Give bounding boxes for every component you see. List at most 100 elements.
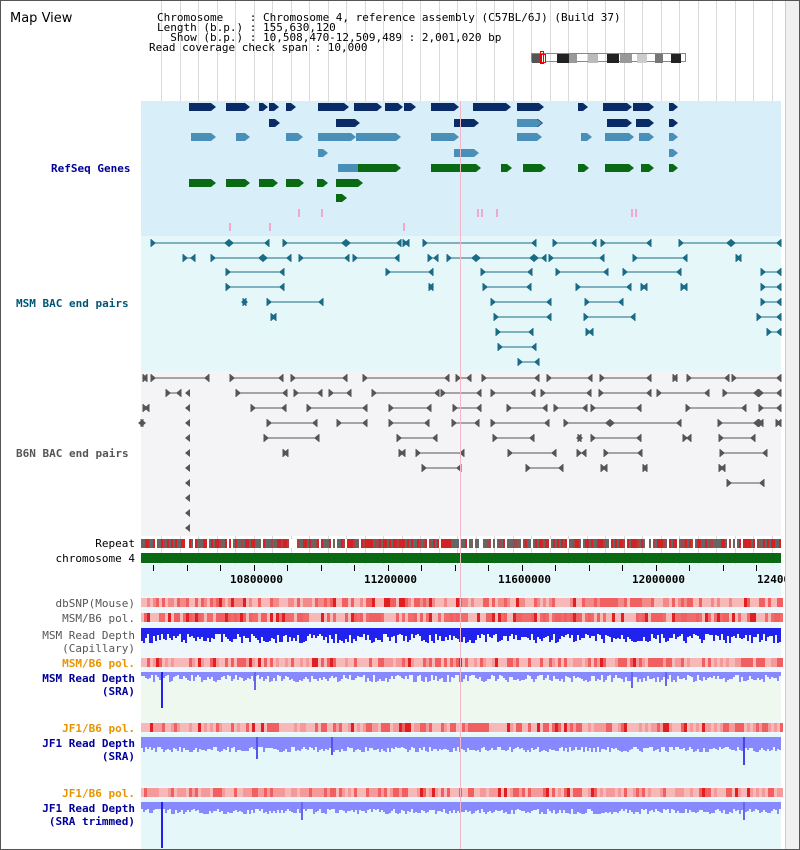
polymorphism-cell [258, 613, 261, 622]
polymorphism-cell [756, 598, 759, 607]
read-depth-bar [255, 628, 257, 638]
polymorphism-cell [450, 613, 453, 622]
repeat-element [363, 539, 365, 548]
repeat-element [633, 539, 635, 548]
read-depth-bar [753, 628, 755, 637]
axis-background [141, 564, 781, 596]
polymorphism-cell [696, 598, 699, 607]
read-depth-bar [443, 672, 445, 682]
bac-end-marker [636, 434, 641, 442]
polymorphism-cell [489, 658, 492, 667]
polymorphism-cell [183, 613, 186, 622]
polymorphism-cell [387, 613, 390, 622]
polymorphism-cell [696, 613, 699, 622]
read-depth-bar [715, 672, 717, 679]
vertical-scrollbar[interactable] [785, 1, 799, 849]
read-depth-bar [445, 802, 447, 813]
repeat-element [339, 539, 341, 548]
read-depth-bar [181, 672, 183, 679]
read-depth-bar [469, 737, 471, 750]
read-depth-bar [575, 737, 577, 747]
read-depth-bar [653, 628, 655, 638]
read-depth-bar [731, 672, 733, 679]
polymorphism-cell [222, 598, 225, 607]
polymorphism-cell [501, 723, 504, 732]
read-depth-bar [681, 672, 683, 679]
polymorphism-cell [684, 598, 687, 607]
polymorphism-cell [585, 658, 588, 667]
read-depth-bar [223, 802, 225, 814]
polymorphism-cell [471, 788, 474, 797]
repeat-element [625, 539, 627, 548]
read-depth-bar [201, 628, 203, 637]
read-depth-bar [573, 802, 575, 814]
read-depth-bar [597, 737, 599, 747]
read-depth-bar [583, 802, 585, 814]
read-depth-bar [737, 628, 739, 634]
read-depth-bar [581, 672, 583, 679]
repeat-element [581, 539, 583, 548]
read-depth-bar [249, 737, 251, 748]
repeat-element [225, 539, 227, 548]
read-depth-bar [387, 672, 389, 682]
read-depth-bar [657, 737, 659, 749]
lane-label-b6n-bac: B6N BAC end pairs [16, 447, 129, 460]
read-depth-bar [221, 737, 223, 751]
polymorphism-cell [522, 723, 525, 732]
polymorphism-cell [690, 788, 693, 797]
polymorphism-cell [252, 723, 255, 732]
polymorphism-cell [465, 658, 468, 667]
read-depth-bar [519, 802, 521, 810]
read-depth-bar [215, 737, 217, 747]
polymorphism-cell [654, 723, 657, 732]
polymorphism-cell [705, 598, 708, 607]
polymorphism-cell [141, 598, 144, 607]
polymorphism-cell [219, 788, 222, 797]
polymorphism-cell [558, 788, 561, 797]
polymorphism-cell [738, 723, 741, 732]
polymorphism-cell [195, 723, 198, 732]
gene-feature [189, 179, 211, 187]
polymorphism-cell [237, 658, 240, 667]
read-depth-bar [575, 628, 577, 641]
polymorphism-cell [768, 598, 771, 607]
read-depth-bar [375, 737, 377, 750]
polymorphism-cell [588, 723, 591, 732]
read-depth-bar [717, 628, 719, 636]
read-depth-bar [211, 672, 213, 677]
read-depth-bar [607, 802, 609, 813]
polymorphism-cell [741, 788, 744, 797]
bac-end-marker [758, 419, 763, 427]
read-depth-bar [767, 802, 769, 813]
read-depth-bar [379, 802, 381, 812]
polymorphism-cell [300, 723, 303, 732]
polymorphism-cell [639, 598, 642, 607]
polymorphism-cell [219, 598, 222, 607]
repeat-element [369, 539, 371, 548]
read-depth-bar [773, 628, 775, 643]
repeat-element [669, 539, 671, 548]
polymorphism-cell [546, 598, 549, 607]
read-depth-bar [735, 802, 737, 811]
bac-end-marker [546, 298, 551, 306]
repeat-element [613, 539, 615, 548]
read-depth-bar [543, 802, 545, 814]
bac-end-marker [753, 389, 758, 397]
read-depth-bar [183, 672, 185, 676]
read-depth-bar [373, 737, 375, 750]
read-depth-bar [745, 628, 747, 635]
polymorphism-cell [405, 658, 408, 667]
polymorphism-cell [144, 598, 147, 607]
repeat-element [389, 539, 391, 548]
read-depth-bar [399, 628, 401, 634]
polymorphism-cell [579, 723, 582, 732]
polymorphism-cell [174, 788, 177, 797]
read-depth-bar [175, 628, 177, 638]
bac-end-marker [626, 283, 631, 291]
read-depth-bar [397, 802, 399, 814]
polymorphism-cell [294, 598, 297, 607]
repeat-element [591, 539, 593, 548]
read-depth-bar [229, 628, 231, 641]
polymorphism-cell [147, 613, 150, 622]
